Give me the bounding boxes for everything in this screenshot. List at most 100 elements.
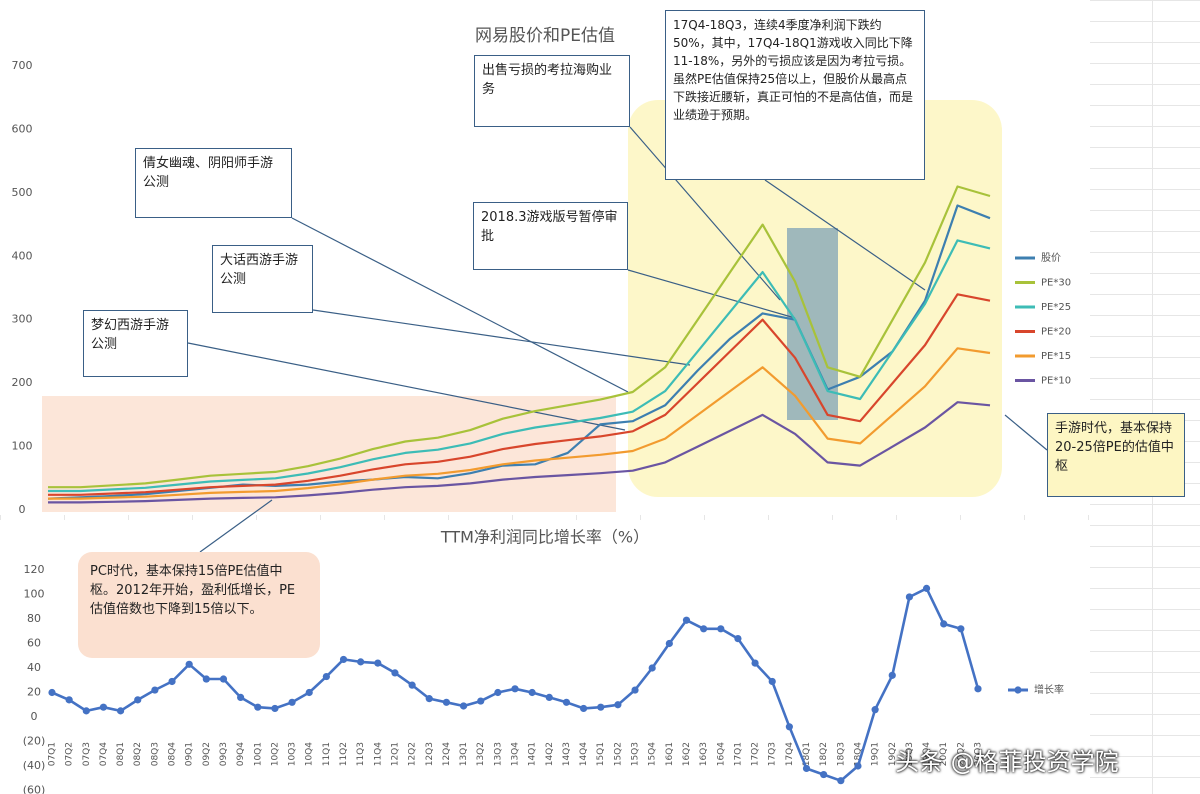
x-tick-label: 13Q2 <box>476 742 486 766</box>
x-tick-label: 16Q2 <box>682 742 692 766</box>
x-tick-label: 11Q3 <box>356 742 366 766</box>
x-tick-label: 17Q4 <box>785 742 795 767</box>
annotation: 梦幻西游手游公测 <box>83 310 188 377</box>
x-tick-label: 19Q2 <box>888 742 898 766</box>
point <box>65 696 73 704</box>
point <box>854 762 862 770</box>
y-tick-label: 0 <box>31 710 38 723</box>
point <box>185 660 193 668</box>
legend-label: PE*30 <box>1041 278 1071 289</box>
point <box>631 686 639 694</box>
point <box>837 777 845 785</box>
x-tick-label: 20Q1 <box>939 742 949 766</box>
legend-label: 增长率 <box>1034 683 1064 696</box>
x-tick-label: 12Q1 <box>390 742 400 766</box>
point <box>820 770 828 779</box>
x-tick-label: 07Q2 <box>65 742 75 766</box>
y-tick-label: 100 <box>12 440 33 453</box>
y-tick-label: 700 <box>12 59 33 72</box>
legend-marker <box>1014 686 1022 694</box>
point <box>905 593 914 601</box>
annotation: 2018.3游戏版号暂停审批 <box>473 202 628 270</box>
y-tick-label: 500 <box>12 186 33 199</box>
point <box>494 688 502 697</box>
point <box>339 655 348 664</box>
x-tick-label: 08Q1 <box>116 742 126 766</box>
legend-label: PE*10 <box>1041 376 1071 387</box>
point <box>922 584 931 592</box>
point <box>802 764 811 773</box>
x-tick-label: 11Q2 <box>339 742 349 766</box>
legend-label: PE*20 <box>1041 327 1071 338</box>
point <box>700 625 708 633</box>
y-tick-label: 400 <box>12 249 33 262</box>
point <box>768 677 776 686</box>
x-tick-label: 13Q4 <box>511 742 521 767</box>
point <box>785 723 793 731</box>
point <box>425 695 433 703</box>
x-tick-label: 18Q4 <box>853 742 863 767</box>
point <box>134 696 142 704</box>
point <box>288 698 296 706</box>
x-tick-label: 19Q3 <box>905 742 915 766</box>
point <box>682 616 691 624</box>
y-tick-label: 200 <box>12 376 33 389</box>
point <box>734 635 742 643</box>
chart-title: TTM净利润同比增长率（%） <box>440 528 649 547</box>
x-tick-label: 18Q2 <box>819 742 829 766</box>
x-tick-label: 11Q1 <box>322 742 332 766</box>
y-tick-label: 0 <box>19 503 26 516</box>
x-tick-label: 14Q1 <box>528 742 538 766</box>
point <box>717 625 725 633</box>
point <box>511 685 519 693</box>
x-tick-label: 10Q1 <box>253 742 263 766</box>
x-tick-label: 17Q1 <box>733 742 743 766</box>
point <box>237 693 245 702</box>
point <box>888 671 896 679</box>
point <box>614 701 622 709</box>
x-tick-label: 10Q2 <box>270 742 280 766</box>
x-tick-label: 09Q1 <box>185 742 195 766</box>
point <box>305 688 313 697</box>
point <box>82 707 90 715</box>
point <box>545 693 553 702</box>
x-tick-label: 10Q4 <box>305 742 315 767</box>
point <box>374 659 382 667</box>
x-tick-label: 15Q1 <box>596 742 606 766</box>
series-line <box>48 185 991 489</box>
x-tick-label: 07Q3 <box>82 742 92 766</box>
point <box>391 669 399 677</box>
series-line <box>48 239 991 493</box>
y-tick-label: 120 <box>24 563 45 576</box>
y-tick-label: 600 <box>12 122 33 135</box>
watermark: 头条 @格菲投资学院 <box>895 748 1119 776</box>
y-tick-label: (40) <box>23 759 46 772</box>
point <box>442 698 451 706</box>
x-tick-label: 19Q4 <box>922 742 932 767</box>
point <box>940 620 948 628</box>
x-tick-label: 12Q2 <box>408 742 418 766</box>
x-tick-label: 12Q3 <box>425 742 435 766</box>
point <box>254 703 262 711</box>
point <box>116 707 125 715</box>
point <box>322 672 330 681</box>
point <box>408 681 416 689</box>
x-tick-label: 07Q1 <box>48 742 58 766</box>
legend-label: PE*25 <box>1041 302 1071 313</box>
point <box>528 688 536 697</box>
x-tick-label: 17Q3 <box>768 742 778 766</box>
x-tick-label: 18Q3 <box>836 742 846 766</box>
y-tick-label: 60 <box>27 637 41 650</box>
x-tick-label: 11Q4 <box>373 742 383 767</box>
legend-label: 股价 <box>1041 252 1061 264</box>
annotation: PC时代，基本保持15倍PE估值中枢。2012年开始，盈利低增长，PE估值倍数也… <box>78 552 320 658</box>
series-line <box>48 293 991 496</box>
x-tick-label: 16Q3 <box>699 742 709 766</box>
point <box>151 686 159 694</box>
point <box>459 702 468 710</box>
x-tick-label: 20Q2 <box>956 742 966 766</box>
annotation: 倩女幽魂、阴阳师手游公测 <box>135 148 292 218</box>
point <box>562 698 571 706</box>
point <box>751 659 759 667</box>
